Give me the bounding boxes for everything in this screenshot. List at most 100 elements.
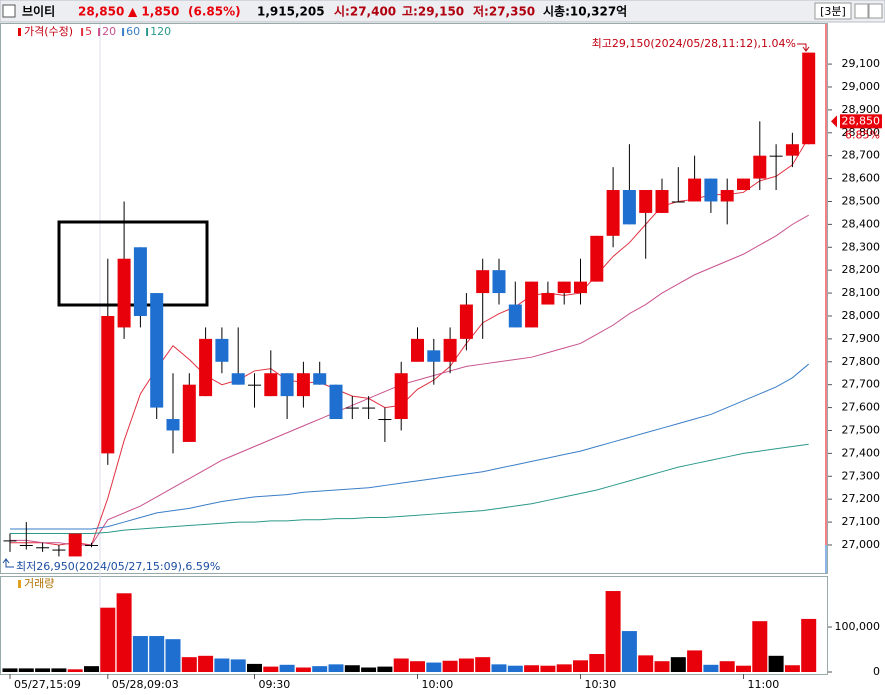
volume-bar <box>377 666 393 672</box>
volume-bar <box>719 661 735 672</box>
volume-bar <box>540 665 556 672</box>
high-arrow <box>797 43 810 52</box>
y-tick-label: 27,500 <box>842 423 881 436</box>
x-tick-label: 10:30 <box>585 678 617 691</box>
candle-body <box>280 373 294 397</box>
x-tick-label: 05/27,15:09 <box>14 678 81 691</box>
scroll-button[interactable] <box>868 3 883 19</box>
candle-body <box>785 144 799 156</box>
candle-body <box>248 384 261 386</box>
volume-bar <box>605 591 621 672</box>
candle-body <box>345 407 359 409</box>
highlight-box <box>57 220 209 307</box>
volume-bar <box>458 658 474 672</box>
candle-body <box>525 281 539 328</box>
volume-bar <box>132 636 148 672</box>
volume-bar <box>214 658 230 672</box>
y-tick-label: 28,500 <box>842 194 881 207</box>
volume-bar <box>18 668 34 672</box>
volume-bar <box>524 665 540 672</box>
volume-bar <box>784 665 800 672</box>
volume-bar <box>687 650 703 672</box>
low-arrow <box>2 558 14 568</box>
volume-bar <box>67 669 83 672</box>
x-axis <box>0 676 885 695</box>
candle-body <box>476 270 490 294</box>
candle-body <box>427 350 441 362</box>
candle-body <box>411 338 424 362</box>
y-tick-label: 27,400 <box>842 446 881 459</box>
candle-body <box>3 540 17 542</box>
candle-body <box>753 155 767 179</box>
low: 저:27,350 <box>473 4 535 19</box>
volume-bar <box>736 665 751 672</box>
volume-bar <box>573 660 588 672</box>
volume-bar <box>230 659 246 672</box>
volume-bar <box>801 618 817 672</box>
candle-body <box>85 544 98 546</box>
candle-body <box>68 533 82 557</box>
candle-body <box>313 373 327 385</box>
y-tick-label: 27,000 <box>842 538 881 551</box>
candle-body <box>590 235 604 282</box>
volume-bar <box>638 655 654 672</box>
legend-label: 20 <box>102 25 116 38</box>
legend-label: 가격(수정) <box>24 25 73 38</box>
y-tick-label: 27,200 <box>842 492 881 505</box>
candle-body <box>166 419 180 431</box>
high-annotation: 최고29,150(2024/05/28,11:12),1.04% <box>592 37 796 50</box>
y-tick-label: 28,000 <box>842 309 881 322</box>
candle-body <box>704 178 718 202</box>
candle-body <box>329 384 343 420</box>
volume-bar <box>51 668 67 672</box>
legend-label: 120 <box>150 25 171 38</box>
y-tick-label: 29,000 <box>842 80 881 93</box>
volume-bar <box>116 593 132 672</box>
interval-button[interactable] <box>814 2 852 20</box>
candle-body <box>508 304 522 328</box>
open: 시:27,400 <box>334 5 396 19</box>
scroll-button[interactable] <box>854 3 869 19</box>
volume-bar <box>507 665 523 672</box>
candle-body <box>19 544 33 546</box>
candle-body <box>52 549 66 551</box>
checkbox[interactable] <box>2 4 16 18</box>
volume-bar <box>410 661 425 672</box>
x-tick-label: 05/28,09:03 <box>112 678 179 691</box>
volume-bar <box>198 655 214 672</box>
y-tick-label: 28,900 <box>842 103 881 116</box>
candle-body <box>133 247 147 316</box>
candle-body <box>394 373 408 420</box>
legend-swatch <box>18 580 21 588</box>
candle-body <box>182 384 196 442</box>
volume-bar <box>768 655 784 672</box>
candle-body <box>720 190 734 202</box>
candle-body <box>557 281 571 294</box>
candle-body <box>443 338 457 362</box>
candle-body <box>541 293 555 305</box>
candle-body <box>378 419 392 421</box>
ma-line <box>10 443 809 535</box>
volume-bar <box>442 660 458 672</box>
volume-bar <box>475 657 491 672</box>
stock-name: 브이티 <box>22 4 55 19</box>
legend-swatch <box>18 28 21 36</box>
y-tick-label: 27,800 <box>842 355 881 368</box>
candle-body <box>574 281 587 294</box>
volume-bar <box>703 664 719 672</box>
legend-swatch <box>98 28 101 36</box>
volume-bar <box>35 668 51 672</box>
volume-bar <box>263 666 279 672</box>
legend-swatch <box>81 28 84 36</box>
y-tick-label: 28,700 <box>842 149 881 162</box>
ma-line <box>10 214 809 546</box>
x-tick-label: 09:30 <box>259 678 291 691</box>
volume-panel <box>0 576 828 675</box>
volume-bar <box>589 654 605 672</box>
candle-body <box>459 304 473 339</box>
y-tick-label: 28,600 <box>842 172 881 185</box>
candle-body <box>671 201 685 203</box>
volume-bar <box>426 662 442 672</box>
candle-body <box>231 373 245 385</box>
y-tick-label: 28,200 <box>842 263 881 276</box>
